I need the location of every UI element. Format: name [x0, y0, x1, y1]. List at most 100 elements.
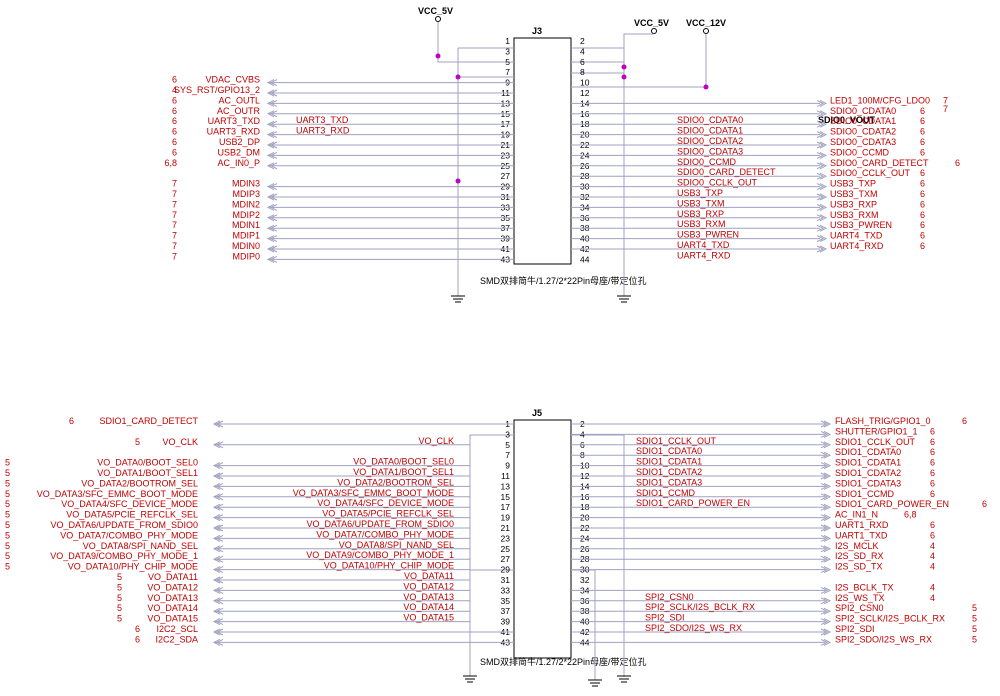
- pin-number-odd: 27: [501, 554, 511, 564]
- j3-right-net-label: SDIO0_CDATA2: [830, 127, 896, 137]
- j3-left-net-page: 7: [172, 231, 177, 241]
- j5-right-net-label: UART1_RXD: [835, 520, 889, 530]
- j3-right-net-page: 6: [920, 179, 925, 189]
- j3-inner-left-label: UART3_TXD: [296, 115, 349, 125]
- pin-number-even: 6: [580, 57, 585, 67]
- j3-inner-right-label: SDIO0_CCMD: [677, 157, 737, 167]
- j3-right-net-page: 6: [920, 231, 925, 241]
- pin-number-odd: 21: [501, 523, 511, 533]
- j3-left-net-page: 7: [172, 251, 177, 261]
- pin-number-even: 10: [580, 78, 590, 88]
- pin-number-odd: 23: [501, 533, 511, 543]
- j3-vcc5v-a-terminal: [435, 16, 441, 22]
- j3-right-net-label: USB3_TXP: [830, 179, 876, 189]
- j3-inner-right-label: USB3_RXM: [677, 219, 726, 229]
- j5-left-net-page: 6: [69, 416, 74, 426]
- pin-number-even: 32: [580, 575, 590, 585]
- j5-inner-left-label: VO_DATA14: [403, 602, 454, 612]
- j3-right-net-label: LED1_100M/CFG_LDO0: [830, 95, 930, 105]
- j5-right-net-page: 6: [930, 520, 935, 530]
- j5-left-net-page: 5: [5, 489, 10, 499]
- pin-number-odd: 5: [505, 440, 510, 450]
- pin-number-odd: 11: [501, 471, 510, 481]
- pin-number-odd: 3: [505, 46, 510, 56]
- j5-right-net-page: 6: [930, 447, 935, 457]
- j3-left-net-label: MDIP2: [232, 210, 260, 220]
- pin-number-odd: 27: [501, 171, 511, 181]
- j5-left-net-label: VO_DATA14: [147, 603, 198, 613]
- j5-left-net-page: 5: [5, 499, 10, 509]
- j5-connector: J5 SMD双排简牛/1.27/2*22Pin母座/带定位孔 1 23 45 67 89…: [5, 408, 987, 687]
- j5-right-net-label: I2S_WS_TX: [835, 593, 885, 603]
- j3-left-net-label: MDIN2: [232, 199, 260, 209]
- j3-vcc5v-b-terminal: [651, 28, 657, 34]
- j5-right-net-page: 5: [972, 603, 977, 613]
- j5-ref: J5: [532, 408, 542, 418]
- j5-right-net-page: 6,8: [904, 510, 917, 520]
- j5-right-net-page: 4: [930, 541, 935, 551]
- j5-right-net-page: 6: [930, 468, 935, 478]
- pin-number-odd: 25: [501, 544, 511, 554]
- j5-left-net-page: 5: [5, 551, 10, 561]
- j5-left-net-page: 6: [135, 624, 140, 634]
- j5-inner-right-label: SDIO1_CDATA0: [636, 446, 702, 456]
- j3-left-net-page: 7: [172, 179, 177, 189]
- pin-number-odd: 7: [505, 67, 510, 77]
- j5-inner-left-label: VO_DATA13: [403, 592, 454, 602]
- j3-left-net-label: AC_IN0_P: [217, 158, 260, 168]
- j5-left-net-label: VO_DATA7/COMBO_PHY_MODE: [60, 530, 198, 540]
- j3-left-net-label: UART3_TXD: [208, 116, 261, 126]
- j3-right-net-label: USB3_RXP: [830, 199, 877, 209]
- j5-right-net-page: 6: [982, 499, 987, 509]
- j5-right-net-page: 4: [930, 593, 935, 603]
- pin-number-even: 12: [580, 88, 590, 98]
- j3-ref: J3: [532, 26, 542, 36]
- j5-right-net-page: 6: [930, 437, 935, 447]
- j5-right-net-page: 6: [930, 530, 935, 540]
- j3-right-net-page: 6: [955, 158, 960, 168]
- j5-inner-left-label: VO_DATA5/PCIE_REFCLK_SEL: [322, 509, 454, 519]
- j5-left-net-page: 5: [5, 541, 10, 551]
- j3-power-vcc5v-a: VCC_5V: [418, 6, 453, 16]
- j3-right-net-page: 6: [920, 106, 925, 116]
- j5-left-net-label: VO_DATA12: [147, 582, 198, 592]
- j5-right-net-page: 6: [930, 426, 935, 436]
- j3-inner-right-label: USB3_TXP: [677, 188, 723, 198]
- j5-right-net-label: I2S_SD_RX: [835, 551, 884, 561]
- j3-right-net-page: 6: [920, 127, 925, 137]
- j5-inner-left-label: VO_DATA8/SPI_NAND_SEL: [339, 540, 454, 550]
- j5-inner-right-label: SDIO1_CDATA2: [636, 467, 702, 477]
- pin-number-even: 4: [580, 46, 585, 56]
- j5-right-net-label: I2S_MCLK: [835, 541, 879, 551]
- j3-left-net-label: MDIN0: [232, 241, 260, 251]
- pin-number-odd: 5: [505, 57, 510, 67]
- j3-right-net-label: SDIO0_CDATA3: [830, 137, 896, 147]
- j5-right-net-label: UART1_TXD: [835, 530, 888, 540]
- j3-inner-left-label: UART3_RXD: [296, 126, 350, 136]
- j5-inner-right-label: SDIO1_CCMD: [636, 488, 696, 498]
- j5-right-net-page: 4: [930, 582, 935, 592]
- j3-right-net-page: 6: [920, 116, 925, 126]
- j3-inner-right-label: UART4_TXD: [677, 240, 730, 250]
- j5-inner-right-label: SPI2_CSN0: [645, 592, 694, 602]
- j3-right-net-page: 6: [920, 199, 925, 209]
- j3-left-net-label: VDAC_CVBS: [205, 75, 260, 85]
- j5-left-nets: SDIO1_CARD_DETECT 6 VO_CLK 5 VO_DATA0/BOOT_S…: [5, 416, 514, 646]
- pin-number-odd: 33: [501, 585, 511, 595]
- j3-connector: J3 SMD双排简牛/1.27/2*22Pin母座/带定位孔 VCC_5V VC…: [164, 6, 960, 303]
- j5-inner-right-label: SPI2_SCLK/I2S_BCLK_RX: [645, 602, 755, 612]
- j5-inner-left-label: VO_DATA0/BOOT_SEL0: [353, 457, 454, 467]
- j5-left-net-page: 5: [5, 468, 10, 478]
- j5-inner-right-label: SPI2_SDO/I2S_WS_RX: [645, 623, 742, 633]
- j5-right-net-label: SDIO1_CDATA0: [835, 447, 901, 457]
- pin-number-odd: 35: [501, 596, 511, 606]
- j5-right-net-label: SDIO1_CDATA2: [835, 468, 901, 478]
- j5-left-net-label: I2C2_SCL: [156, 624, 198, 634]
- pin-number-even: 44: [580, 254, 590, 264]
- j5-inner-right-label: SDIO1_CARD_POWER_EN: [636, 498, 750, 508]
- j3-left-net-label: AC_OUTL: [218, 95, 260, 105]
- j3-body: [513, 37, 572, 265]
- pin-number-odd: 9: [505, 461, 510, 471]
- j5-left-net-page: 5: [117, 572, 122, 582]
- j3-left-net-label: USB2_DM: [217, 147, 260, 157]
